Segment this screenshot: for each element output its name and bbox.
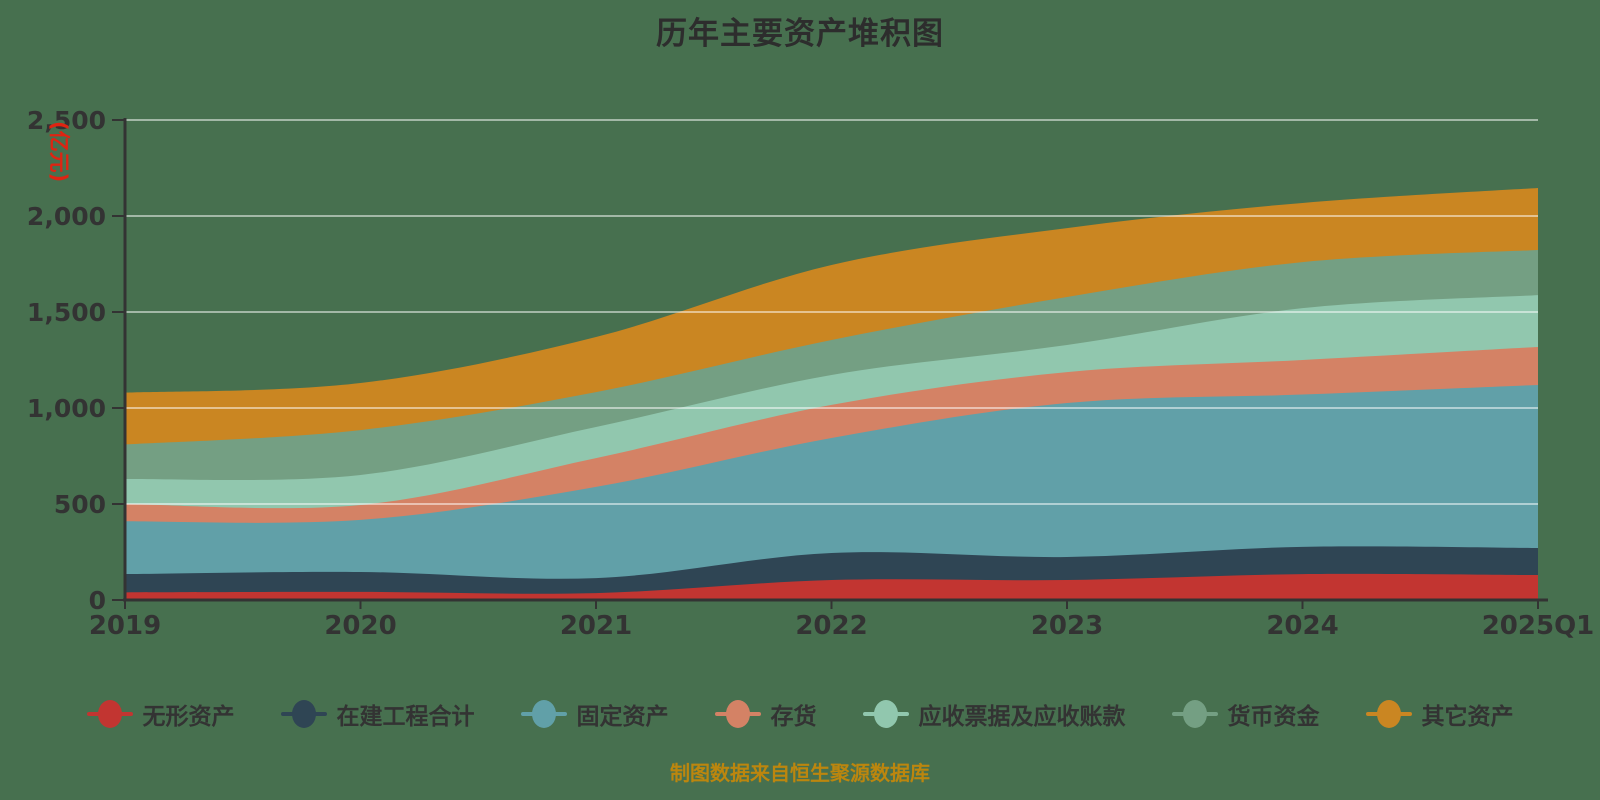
y-tick-label: 1,000 (27, 394, 106, 423)
y-tick-label: 2,500 (27, 106, 106, 135)
legend-label: 在建工程合计 (336, 704, 475, 730)
legend-item-3[interactable]: 固定资产 (520, 697, 669, 731)
legend-marker-icon (1171, 700, 1218, 728)
x-tick-label: 2025Q1 (1482, 611, 1595, 641)
legend-label: 其它资产 (1421, 704, 1514, 730)
y-tick-label: 1,500 (27, 298, 106, 327)
legend-marker-icon (280, 700, 327, 728)
x-tick-label: 2024 (1266, 611, 1338, 641)
legend-dot-icon (873, 700, 898, 728)
legend-item-7[interactable]: 其它资产 (1365, 697, 1514, 731)
stacked-area-chart: 0 500 1,000 1,500 2,000 2,500 2019 2020 2021 2022… (27, 106, 1595, 641)
legend-dot-icon (531, 700, 556, 728)
legend-marker-icon (862, 700, 909, 728)
y-tick-label: 0 (89, 586, 106, 615)
legend-item-5[interactable]: 应收票据及应收账款 (862, 697, 1126, 731)
legend-label: 货币资金 (1227, 704, 1320, 730)
plot-svg: 0 500 1,000 1,500 2,000 2,500 2019 2020 2021 2022… (27, 106, 1595, 641)
y-tick-label: 500 (54, 490, 106, 519)
y-axis-unit-label: (亿元) (47, 121, 71, 183)
legend-marker-icon (1365, 700, 1412, 728)
legend-dot-icon (291, 700, 316, 728)
data-source-caption: 制图数据来自恒生聚源数据库 (670, 761, 930, 785)
legend-label: 应收票据及应收账款 (918, 704, 1126, 730)
x-tick-label: 2020 (324, 611, 396, 641)
legend-marker-icon (86, 700, 133, 728)
legend-label: 固定资产 (576, 704, 669, 730)
legend-label: 无形资产 (142, 704, 235, 730)
legend-dot-icon (1376, 700, 1401, 728)
series-area-无形资产[interactable] (125, 573, 1538, 600)
x-tick-label: 2022 (795, 611, 867, 641)
x-tick-label: 2019 (89, 611, 161, 641)
x-tick-label: 2023 (1031, 611, 1103, 641)
legend-item-1[interactable]: 无形资产 (86, 697, 235, 731)
legend: 无形资产 在建工程合计 固定资产 存货 应收票据及应收账款 货币资金 其它资产 (0, 697, 1600, 731)
legend-dot-icon (1182, 700, 1207, 728)
legend-item-2[interactable]: 在建工程合计 (280, 697, 475, 731)
series-area-固定资产[interactable] (125, 384, 1538, 600)
legend-dot-icon (97, 700, 122, 728)
legend-label: 存货 (770, 704, 817, 730)
chart-title: 历年主要资产堆积图 (656, 16, 944, 52)
legend-item-4[interactable]: 存货 (714, 697, 817, 731)
legend-marker-icon (714, 700, 761, 728)
y-tick-label: 2,000 (27, 202, 106, 231)
legend-marker-icon (520, 700, 567, 728)
legend-dot-icon (725, 700, 750, 728)
x-tick-label: 2021 (560, 611, 632, 641)
legend-item-6[interactable]: 货币资金 (1171, 697, 1320, 731)
